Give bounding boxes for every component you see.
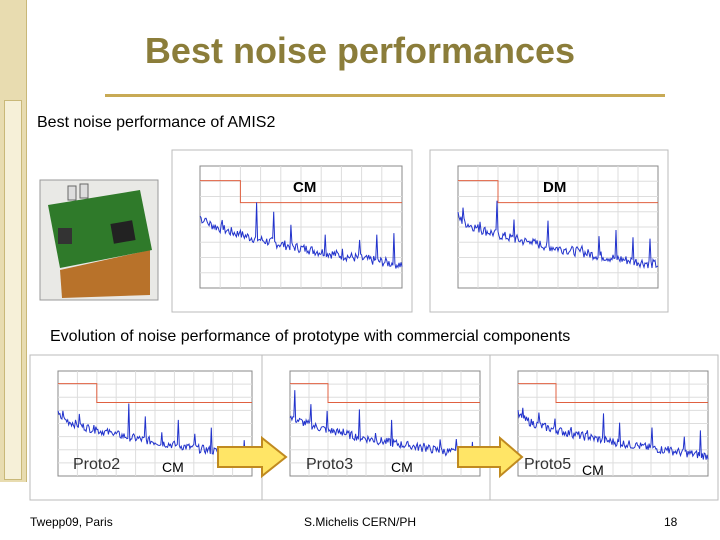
title-rule xyxy=(105,94,665,97)
arrow xyxy=(217,435,288,479)
board-photo xyxy=(39,179,159,301)
side-bar-inner xyxy=(4,100,22,480)
plot-label: CM xyxy=(293,179,317,196)
section-heading: Evolution of noise performance of protot… xyxy=(50,328,571,345)
plot-label: DM xyxy=(543,179,567,196)
proto-name: Proto5 xyxy=(524,456,572,473)
proto-mode: CM xyxy=(582,462,604,478)
proto-mode: CM xyxy=(391,459,413,475)
footer-center: S.Michelis CERN/PH xyxy=(303,515,417,529)
limit-line xyxy=(58,383,252,403)
footer-left: Twepp09, Paris xyxy=(30,515,113,529)
proto-name: Proto3 xyxy=(306,456,354,473)
spectrum xyxy=(199,202,403,269)
arrow xyxy=(457,435,524,479)
page-number: 18 xyxy=(664,515,678,529)
limit-line xyxy=(290,383,480,403)
spectrum xyxy=(289,390,481,460)
spectrum xyxy=(517,407,709,460)
section-heading: Best noise performance of AMIS2 xyxy=(37,114,276,131)
spectrum xyxy=(457,200,659,270)
proto-name: Proto2 xyxy=(73,456,121,473)
limit-line xyxy=(518,383,708,403)
limit-line xyxy=(458,180,658,204)
proto-mode: CM xyxy=(162,459,184,475)
title: Best noise performances xyxy=(144,30,576,71)
limit-line xyxy=(200,180,402,204)
